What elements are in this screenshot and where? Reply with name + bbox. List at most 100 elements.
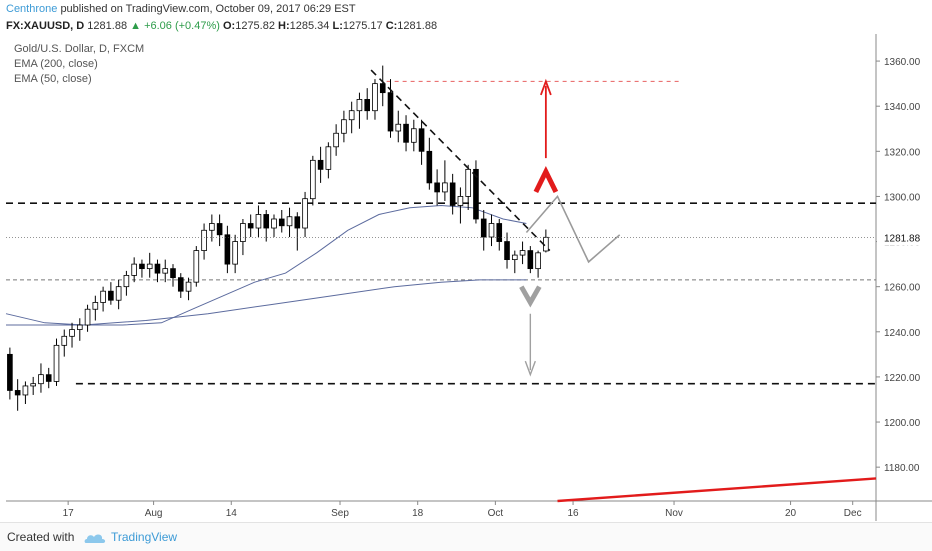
candle-body	[364, 99, 371, 112]
candle-body	[123, 274, 130, 288]
candle	[224, 225, 231, 274]
chart-area[interactable]: 1180.001200.001220.001240.001260.001280.…	[0, 34, 932, 522]
time-tick-label: Aug	[145, 508, 163, 519]
tradingview-brand-link[interactable]: TradingView	[111, 530, 178, 544]
price-tick-label: 1240.00	[884, 328, 921, 339]
candle-body	[341, 119, 347, 134]
candle	[457, 187, 464, 224]
candle	[348, 101, 355, 134]
candle	[310, 155, 316, 206]
candle	[364, 88, 371, 120]
candle	[76, 318, 83, 341]
candle	[519, 241, 526, 265]
time-tick-label: 18	[412, 508, 424, 519]
candle-body	[278, 218, 285, 227]
candle-body	[457, 196, 464, 206]
candle	[162, 259, 169, 283]
candle-body	[53, 344, 60, 382]
candle-body	[302, 198, 308, 229]
candle-body	[61, 335, 68, 346]
candle	[201, 223, 207, 260]
time-tick-label: 14	[226, 508, 238, 519]
candle	[535, 250, 541, 278]
price-tick-label: 1300.00	[884, 192, 921, 203]
author-link[interactable]: Centhrone	[6, 3, 58, 15]
candle-body	[232, 241, 238, 265]
candle	[434, 169, 440, 206]
candle	[504, 232, 510, 269]
candle	[278, 209, 285, 233]
candle	[53, 338, 60, 386]
candle-body	[92, 302, 99, 310]
candle	[30, 376, 36, 395]
candle	[333, 124, 339, 156]
close-value: 1281.88	[397, 20, 438, 32]
ema200-line	[6, 279, 527, 326]
candle-body	[442, 182, 448, 193]
time-tick-label: 20	[785, 508, 797, 519]
candle	[14, 379, 21, 411]
price-tick-label: 1340.00	[884, 102, 921, 113]
candle	[255, 205, 262, 238]
candle	[418, 119, 425, 165]
candle	[240, 218, 246, 256]
open-value: 1275.82	[235, 20, 275, 32]
candle-body	[286, 216, 293, 227]
price-chart[interactable]: 1180.001200.001220.001240.001260.001280.…	[0, 34, 932, 522]
close-label: C:	[385, 20, 398, 32]
candle-body	[465, 168, 471, 197]
candle-body	[162, 268, 169, 274]
candle-body	[201, 229, 207, 251]
candle-body	[496, 223, 503, 242]
candle-body	[511, 254, 518, 261]
candle	[247, 214, 254, 238]
last-price-label: 1281.88	[884, 233, 921, 244]
candle-body	[449, 182, 456, 206]
candle-body	[170, 268, 176, 279]
price-tick-label: 1360.00	[884, 57, 921, 68]
candle-body	[224, 234, 231, 265]
candle	[286, 207, 293, 238]
candle-body	[139, 263, 145, 270]
legend-title: Gold/U.S. Dollar, D, FXCM	[14, 43, 145, 55]
candle-body	[131, 263, 137, 276]
candle-body	[294, 216, 301, 229]
candle	[84, 304, 91, 332]
price-change: ▲ +6.06 (+0.47%)	[130, 20, 220, 32]
candle-body	[185, 281, 192, 292]
candle-body	[14, 390, 21, 396]
candle-body	[395, 123, 402, 132]
time-tick-label: 17	[63, 508, 75, 519]
chart-header: Centhrone published on TradingView.com, …	[6, 1, 437, 35]
candle-body	[76, 324, 83, 330]
open-label: O:	[222, 20, 236, 32]
candle-body	[519, 250, 526, 256]
published-text: published on TradingView.com, October 09…	[60, 3, 356, 15]
legend-ema200: EMA (200, close)	[14, 58, 98, 70]
candle-body	[473, 168, 479, 220]
candle	[154, 259, 161, 283]
candle	[108, 282, 114, 305]
candle	[209, 214, 215, 242]
candle	[177, 273, 184, 298]
candle	[395, 110, 402, 143]
candle	[411, 119, 417, 152]
legend-ema50: EMA (50, close)	[14, 73, 92, 85]
candle-body	[488, 223, 495, 238]
created-with-label: Created with	[7, 530, 75, 544]
candle	[139, 259, 145, 278]
projection-zigzag	[525, 194, 621, 264]
candle-body	[480, 218, 487, 238]
candle	[232, 234, 238, 274]
candle	[302, 191, 308, 238]
candle-body	[240, 223, 246, 242]
candle-body	[146, 263, 153, 270]
candle	[496, 218, 503, 251]
candle-body	[504, 241, 510, 261]
candle-body	[115, 286, 122, 301]
candle	[356, 92, 363, 129]
candle-body	[348, 110, 355, 121]
publish-line: Centhrone published on TradingView.com, …	[6, 1, 437, 18]
tradingview-logo-icon	[84, 534, 106, 543]
chart-legend: Gold/U.S. Dollar, D, FXCM EMA (200, clos…	[14, 42, 144, 87]
